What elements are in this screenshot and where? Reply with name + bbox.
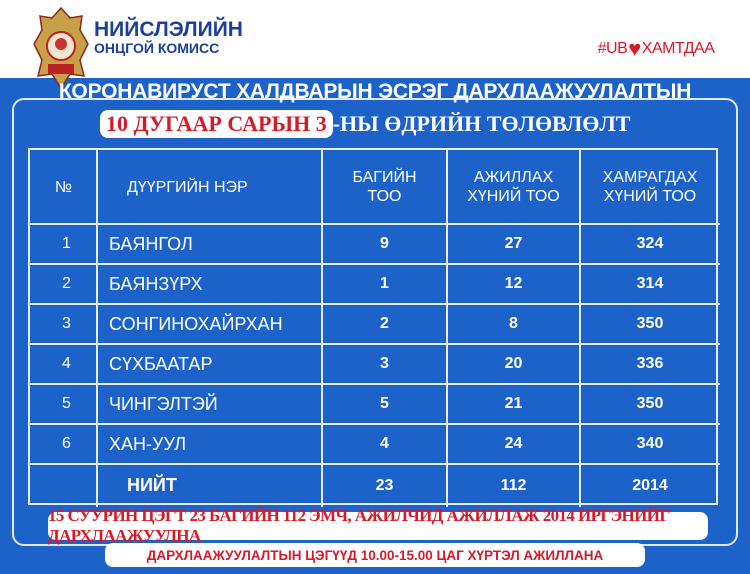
row-divider — [30, 463, 720, 465]
hashtag-right: ХАМТДАА — [641, 40, 715, 57]
table-cell: 2 — [380, 315, 389, 332]
table-cell: 8 — [509, 315, 518, 332]
column-header: ХАМРАГДАХ ХҮНИЙ ТОО — [602, 169, 698, 205]
table-cell: БАЯНГОЛ — [109, 233, 193, 254]
table-cell: СОНГИНОХАЙРХАН — [109, 313, 283, 334]
table-cell: 350 — [636, 395, 664, 412]
column-divider — [96, 150, 98, 507]
title-line2-rest: -НЫ ӨДРИЙН ТӨЛӨВЛӨЛТ — [332, 111, 631, 136]
total-cell: 23 — [375, 476, 394, 494]
table-cell: 12 — [504, 275, 523, 292]
hashtag-left: #UB — [597, 40, 628, 57]
column-header: № — [54, 178, 73, 196]
row-divider — [30, 423, 720, 425]
row-divider — [30, 343, 720, 345]
total-cell: 2014 — [632, 476, 668, 494]
table-cell: 5 — [62, 395, 71, 412]
table-cell: 336 — [636, 355, 664, 372]
table-cell: 1 — [380, 275, 389, 292]
vaccination-table: № ДҮҮРГИЙН НЭР БАГИЙН ТОО АЖИЛЛАХ ХҮНИЙ ТОО… — [28, 148, 720, 507]
table-cell: 350 — [636, 315, 664, 332]
table-cell: 6 — [62, 435, 71, 452]
column-header: БАГИЙН ТОО — [352, 169, 417, 205]
table-cell: 5 — [380, 395, 389, 412]
summary-banner: 15 СУУРИН ЦЭГТ 23 БАГИЙН 112 ЭМЧ, АЖИЛЧИ… — [48, 506, 708, 545]
total-cell: НИЙТ — [127, 475, 177, 495]
table-cell: 27 — [504, 235, 523, 252]
table-cell: 24 — [504, 435, 523, 452]
org-name-line2: ОНЦГОЙ КОМИСС — [94, 40, 220, 56]
hours-banner: ДАРХЛААЖУУЛАЛТЫН ЦЭГҮҮД 10.00-15.00 ЦАГ … — [105, 543, 645, 567]
hashtag-badge: #UB ♥ ХАМТДАА — [586, 36, 726, 62]
row-divider — [30, 223, 720, 225]
table-cell: 340 — [636, 435, 664, 452]
table-cell: 3 — [62, 315, 71, 332]
column-header: АЖИЛЛАХ ХҮНИЙ ТОО — [467, 169, 560, 205]
table-cell: 324 — [636, 235, 664, 252]
column-header: ДҮҮРГИЙН НЭР — [127, 178, 248, 196]
date-badge: 10 ДУГААР САРЫН 3 — [100, 110, 333, 138]
table-cell: СҮХБААТАР — [109, 353, 213, 374]
table-cell: 21 — [504, 395, 523, 412]
column-divider — [579, 150, 581, 507]
column-divider — [446, 150, 448, 507]
table-cell: 4 — [380, 435, 389, 452]
table-cell: 3 — [380, 355, 389, 372]
row-divider — [30, 303, 720, 305]
total-cell — [32, 464, 95, 507]
table-cell: 2 — [62, 275, 71, 292]
title-line1: КОРОНАВИРУСТ ХАЛДВАРЫН ЭСРЭГ ДАРХЛААЖУУЛ… — [58, 80, 692, 103]
table-cell: 4 — [62, 355, 71, 372]
row-divider — [30, 263, 720, 265]
table-cell: 1 — [62, 235, 71, 252]
table-cell: ХАН-УУЛ — [109, 433, 187, 454]
total-cell: 112 — [500, 476, 527, 494]
heart-icon: ♥ — [628, 36, 641, 61]
org-name-line1: НИЙСЛЭЛИЙН — [94, 18, 243, 41]
table-cell: БАЯНЗҮРХ — [109, 273, 203, 294]
table-cell: 20 — [504, 355, 523, 372]
table-cell: ЧИНГЭЛТЭЙ — [109, 393, 218, 414]
table-cell: 314 — [636, 275, 664, 292]
emblem-logo — [33, 6, 89, 90]
table-cell: 9 — [380, 235, 389, 252]
row-divider — [30, 383, 720, 385]
column-divider — [321, 150, 323, 507]
title-line2: 10 ДУГААР САРЫН 3 -НЫ ӨДРИЙН ТӨЛӨВЛӨЛТ — [100, 110, 630, 138]
